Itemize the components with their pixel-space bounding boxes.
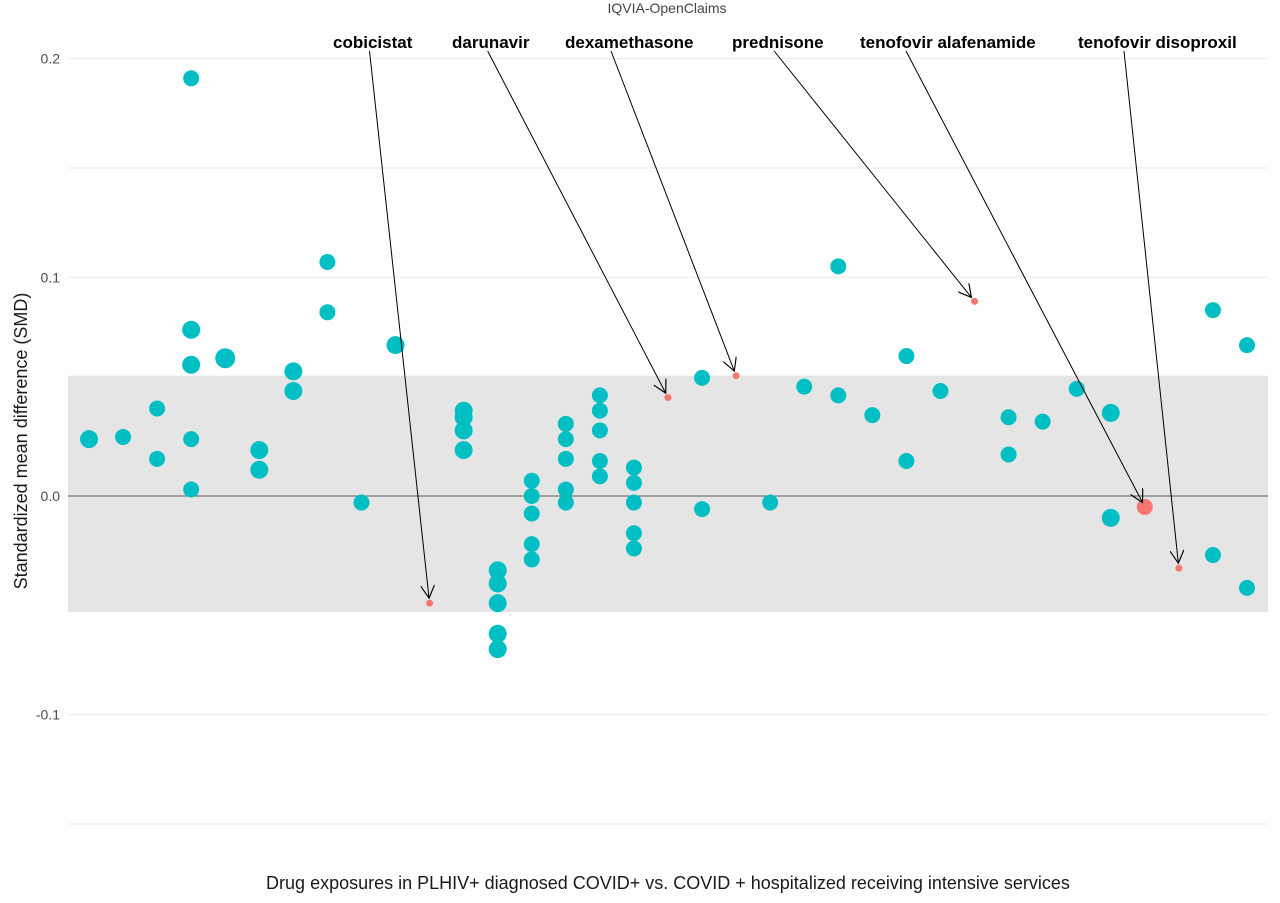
data-point bbox=[864, 407, 881, 424]
annotation-arrow bbox=[487, 50, 666, 393]
data-point bbox=[625, 540, 642, 557]
data-point bbox=[796, 378, 813, 395]
data-point bbox=[183, 70, 200, 87]
data-point bbox=[1000, 409, 1017, 426]
annotation-label: cobicistat bbox=[333, 33, 413, 52]
data-point bbox=[149, 450, 166, 467]
data-point bbox=[523, 505, 540, 522]
points-layer bbox=[80, 70, 1255, 659]
y-tick-label: -0.1 bbox=[36, 707, 60, 723]
highlighted-data-point bbox=[664, 394, 672, 402]
data-point bbox=[454, 408, 473, 427]
data-point bbox=[1204, 547, 1221, 564]
data-point bbox=[523, 536, 540, 553]
data-point bbox=[557, 450, 574, 467]
data-point bbox=[591, 453, 608, 470]
highlighted-data-point bbox=[426, 599, 434, 607]
data-point bbox=[1034, 413, 1051, 430]
data-point bbox=[488, 594, 507, 613]
data-point bbox=[319, 304, 336, 321]
data-point bbox=[523, 472, 540, 489]
data-point bbox=[557, 415, 574, 432]
data-point bbox=[454, 421, 473, 440]
data-point bbox=[488, 624, 507, 643]
annotation-label: dexamethasone bbox=[565, 33, 694, 52]
data-point bbox=[591, 468, 608, 485]
data-point bbox=[183, 431, 200, 448]
annotation-label: darunavir bbox=[452, 33, 530, 52]
data-point bbox=[488, 640, 507, 659]
data-point bbox=[488, 574, 507, 593]
highlighted-data-point bbox=[971, 297, 979, 305]
data-point bbox=[115, 428, 132, 445]
data-point bbox=[284, 362, 303, 381]
data-point bbox=[557, 494, 574, 511]
data-point bbox=[182, 355, 201, 374]
data-point bbox=[215, 348, 236, 369]
data-point bbox=[319, 253, 336, 270]
data-point bbox=[182, 320, 201, 339]
data-point bbox=[557, 431, 574, 448]
data-point bbox=[1068, 380, 1085, 397]
band-layer bbox=[68, 375, 1268, 612]
data-point bbox=[898, 348, 915, 365]
y-tick-label: 0.1 bbox=[41, 269, 61, 285]
data-point bbox=[625, 459, 642, 476]
data-point bbox=[898, 453, 915, 470]
data-point bbox=[523, 488, 540, 504]
data-point bbox=[591, 402, 608, 419]
data-point bbox=[1101, 403, 1120, 422]
highlighted-data-point bbox=[1175, 564, 1183, 572]
data-point bbox=[250, 460, 269, 479]
annotation-label: prednisone bbox=[732, 33, 824, 52]
data-point bbox=[625, 525, 642, 542]
annotation-arrow bbox=[905, 50, 1143, 503]
data-point bbox=[1239, 337, 1255, 354]
annotation-arrow bbox=[1123, 50, 1178, 563]
data-point bbox=[1101, 508, 1120, 527]
data-point bbox=[625, 474, 642, 491]
annotation-arrow bbox=[610, 50, 734, 371]
annotation-arrow bbox=[773, 50, 971, 297]
data-point bbox=[591, 422, 608, 439]
data-point bbox=[386, 336, 405, 355]
data-point bbox=[149, 400, 166, 417]
data-point bbox=[488, 561, 507, 580]
y-ticks-layer: 0.2 0.1 0.0 -0.1 bbox=[36, 51, 60, 723]
annotation-arrows-layer bbox=[369, 50, 1179, 598]
highlighted-data-point bbox=[1136, 498, 1153, 515]
x-axis-title: Drug exposures in PLHIV+ diagnosed COVID… bbox=[266, 873, 1070, 893]
data-point bbox=[523, 551, 540, 568]
chart-subtitle: IQVIA-OpenClaims bbox=[607, 0, 726, 16]
data-point bbox=[1204, 302, 1221, 319]
data-point bbox=[694, 501, 711, 518]
data-point bbox=[762, 494, 779, 511]
data-point bbox=[625, 494, 642, 511]
data-point bbox=[183, 481, 200, 498]
y-tick-label: 0.2 bbox=[41, 51, 61, 67]
data-point bbox=[694, 369, 711, 386]
data-point bbox=[284, 382, 303, 401]
annotation-label: tenofovir disoproxil bbox=[1078, 33, 1237, 52]
annotation-labels-layer: cobicistat darunavir dexamethasone predniso… bbox=[333, 33, 1237, 52]
highlighted-data-point bbox=[732, 372, 740, 380]
annotation-label: tenofovir alafenamide bbox=[860, 33, 1036, 52]
y-axis-title: Standardized mean difference (SMD) bbox=[11, 293, 31, 590]
data-point bbox=[830, 387, 847, 404]
data-point bbox=[353, 494, 370, 511]
data-point bbox=[80, 430, 98, 449]
data-point bbox=[1000, 446, 1017, 463]
data-point bbox=[557, 481, 574, 498]
y-tick-label: 0.0 bbox=[41, 488, 61, 504]
data-point bbox=[830, 258, 847, 275]
data-point bbox=[454, 441, 473, 460]
data-point bbox=[591, 387, 608, 404]
data-point bbox=[932, 383, 949, 400]
annotation-arrow bbox=[369, 50, 430, 598]
data-point bbox=[250, 441, 269, 460]
smd-threshold-band bbox=[68, 375, 1268, 612]
data-point bbox=[1239, 579, 1255, 596]
